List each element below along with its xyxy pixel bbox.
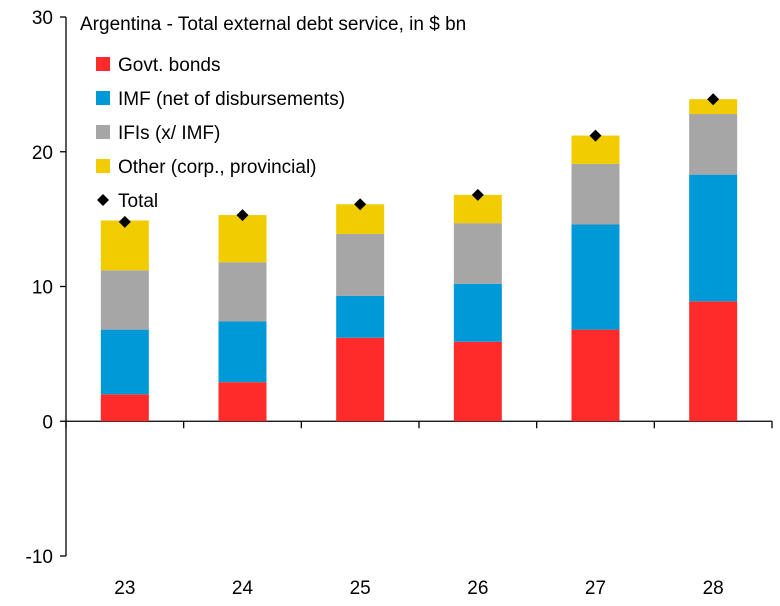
bar-segment-3-25 (336, 233, 385, 296)
bar-segment-3-27 (571, 163, 620, 225)
y-tick-label: -10 (26, 547, 53, 568)
bar-segment-4-23 (100, 220, 149, 271)
legend-swatch-2 (96, 91, 110, 105)
legend-label-3: IFIs (x/ IMF) (118, 123, 220, 144)
y-tick-label: 20 (32, 143, 53, 164)
bar-segment-4-24 (218, 215, 267, 263)
x-tick-label: 28 (703, 578, 724, 599)
y-tick-label: 0 (42, 412, 53, 433)
total-marker-25 (354, 198, 367, 211)
bar-segment-3-24 (218, 262, 267, 322)
y-tick-label: 30 (32, 8, 53, 29)
x-tick-label: 26 (467, 578, 488, 599)
y-tick-label: 10 (32, 278, 53, 299)
bar-segment-2-23 (100, 329, 149, 395)
x-tick-label: 24 (232, 578, 254, 599)
total-marker-23 (118, 215, 131, 228)
x-tick-label: 23 (114, 578, 135, 599)
total-marker-26 (471, 188, 484, 201)
bar-segment-1-27 (571, 329, 620, 422)
bar-segment-2-25 (336, 295, 385, 338)
bar-segment-2-24 (218, 321, 267, 383)
legend-swatch-total (97, 194, 109, 206)
bar-segment-2-27 (571, 224, 620, 330)
legend-label-1: Govt. bonds (118, 55, 220, 76)
bar-segment-3-28 (689, 114, 738, 175)
total-marker-28 (707, 93, 720, 106)
legend-swatch-4 (96, 159, 110, 173)
bar-segment-1-28 (689, 301, 738, 422)
bar-segment-4-28 (689, 99, 738, 115)
legend-swatch-1 (96, 57, 110, 71)
legend-label-4: Other (corp., provincial) (118, 157, 317, 178)
bar-segment-3-26 (453, 223, 502, 284)
total-markers (118, 93, 720, 228)
bar-segment-1-25 (336, 337, 385, 422)
legend: Govt. bonds IMF (net of disbursements) IFI… (96, 55, 345, 212)
bar-segment-1-23 (100, 394, 149, 422)
chart-title: Argentina - Total external debt service,… (80, 14, 466, 35)
legend-swatch-3 (96, 125, 110, 139)
total-marker-24 (236, 209, 249, 222)
legend-label-total: Total (118, 191, 158, 212)
legend-label-2: IMF (net of disbursements) (118, 89, 345, 110)
x-tick-label: 27 (585, 578, 606, 599)
x-tick-label: 25 (350, 578, 371, 599)
bars (100, 99, 738, 422)
bar-segment-1-26 (453, 341, 502, 422)
total-marker-27 (589, 129, 602, 142)
bar-segment-1-24 (218, 382, 267, 422)
bar-segment-2-28 (689, 174, 738, 302)
axes: -10 0 10 20 30 23 24 25 26 27 28 (26, 8, 773, 599)
bar-segment-3-23 (100, 270, 149, 330)
bar-segment-2-26 (453, 283, 502, 342)
